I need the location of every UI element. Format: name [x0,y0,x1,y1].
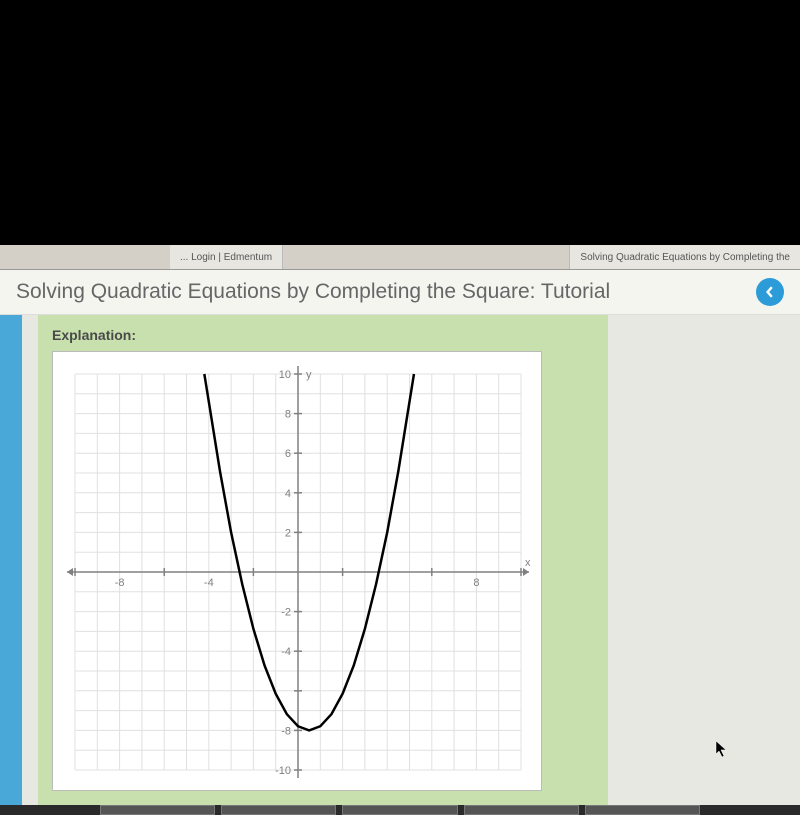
explanation-panel: Explanation: -8 -4 8 10 8 6 4 2 -2 -4 -8 -10 x y [38,315,608,805]
taskbar [0,805,800,815]
page-header: Solving Quadratic Equations by Completin… [0,270,800,315]
svg-text:2: 2 [285,527,291,539]
taskbar-thumb[interactable] [342,805,457,815]
taskbar-thumb[interactable] [464,805,579,815]
svg-text:-4: -4 [204,577,214,589]
svg-text:4: 4 [285,488,291,500]
taskbar-thumb[interactable] [100,805,215,815]
parabola-chart: -8 -4 8 10 8 6 4 2 -2 -4 -8 -10 x y [52,351,542,791]
browser-tab-lesson[interactable]: Solving Quadratic Equations by Completin… [569,245,800,269]
chart-svg: -8 -4 8 10 8 6 4 2 -2 -4 -8 -10 x y [53,352,543,792]
svg-text:-4: -4 [281,646,291,658]
svg-text:6: 6 [285,448,291,460]
svg-text:10: 10 [279,369,291,381]
letterbox-top [0,0,800,245]
cursor-icon [715,740,729,758]
explanation-label: Explanation: [52,327,594,343]
svg-text:8: 8 [285,409,291,421]
taskbar-thumb[interactable] [585,805,700,815]
svg-text:-8: -8 [115,577,125,589]
svg-text:-8: -8 [281,725,291,737]
svg-text:-2: -2 [281,607,291,619]
prev-button[interactable] [756,278,784,306]
chevron-left-icon [764,286,776,298]
left-accent-stripe [0,315,22,805]
content-area: Explanation: -8 -4 8 10 8 6 4 2 -2 -4 -8 -10 x y [0,315,800,805]
svg-text:8: 8 [473,577,479,589]
svg-text:x: x [525,557,531,569]
taskbar-thumb[interactable] [221,805,336,815]
svg-text:y: y [306,369,312,381]
browser-tabs: ... Login | Edmentum Solving Quadratic E… [0,245,800,270]
browser-tab-edmentum[interactable]: ... Login | Edmentum [170,245,283,269]
page-title: Solving Quadratic Equations by Completin… [16,280,748,304]
svg-text:-10: -10 [275,765,291,777]
